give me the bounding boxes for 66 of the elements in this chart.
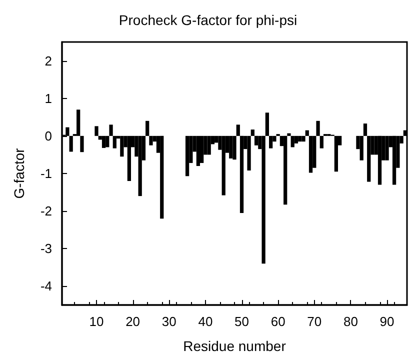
bar <box>320 136 324 148</box>
bar <box>294 136 298 144</box>
bar <box>378 136 382 185</box>
bar <box>298 136 302 142</box>
bar <box>109 124 113 136</box>
bar <box>196 136 200 166</box>
bar <box>120 136 124 157</box>
bar <box>138 136 142 196</box>
bar <box>262 136 266 264</box>
bar <box>247 136 251 170</box>
x-axis-title: Residue number <box>183 338 286 354</box>
bar <box>102 136 106 148</box>
bar <box>240 136 244 213</box>
bar <box>160 136 164 219</box>
bar <box>80 136 84 152</box>
bar <box>76 110 80 136</box>
x-tick-label: 80 <box>343 314 358 329</box>
y-tick-label: -1 <box>40 166 52 181</box>
bar <box>334 136 338 172</box>
bar <box>308 136 313 173</box>
y-tick-label: -3 <box>40 241 52 256</box>
bar <box>385 136 389 160</box>
bar <box>269 136 273 148</box>
bar <box>127 136 131 182</box>
bar <box>287 133 291 136</box>
bar <box>146 120 150 136</box>
bar <box>232 136 236 160</box>
x-tick-label: 60 <box>270 314 286 329</box>
bar <box>254 136 258 146</box>
bar <box>363 124 368 136</box>
bar <box>305 130 309 136</box>
bar <box>316 120 320 136</box>
x-tick-label: 90 <box>380 314 394 329</box>
y-tick-label: 2 <box>44 53 52 68</box>
bar <box>290 136 294 148</box>
bar <box>250 130 254 136</box>
bar <box>200 136 204 163</box>
bar <box>94 126 98 136</box>
x-tick-label: 50 <box>234 314 249 329</box>
chart-title: Procheck G-factor for phi-psi <box>118 12 298 28</box>
y-axis-title: G-factor <box>11 148 27 199</box>
x-tick-label: 20 <box>126 314 140 329</box>
bar <box>367 136 371 182</box>
bar <box>229 136 233 158</box>
x-tick-label: 30 <box>162 314 176 329</box>
bar <box>236 124 240 136</box>
bar <box>149 136 153 146</box>
y-tick-label: 0 <box>44 128 52 144</box>
bar <box>360 136 364 160</box>
bar <box>265 112 269 136</box>
y-tick-label: 1 <box>44 90 52 106</box>
bar <box>69 136 73 152</box>
bar <box>66 127 70 136</box>
bar <box>222 136 226 196</box>
y-tick-label: -2 <box>40 204 52 219</box>
bar <box>185 136 190 176</box>
x-tick-label: 70 <box>307 314 322 329</box>
x-tick-label: 10 <box>89 314 104 329</box>
bar <box>207 136 211 155</box>
bar <box>106 136 110 148</box>
x-tick-label: 40 <box>198 314 213 329</box>
y-tick-label: -4 <box>40 278 52 294</box>
bar <box>302 136 306 142</box>
bar <box>284 136 288 205</box>
bar <box>112 136 116 148</box>
bar <box>392 136 396 185</box>
